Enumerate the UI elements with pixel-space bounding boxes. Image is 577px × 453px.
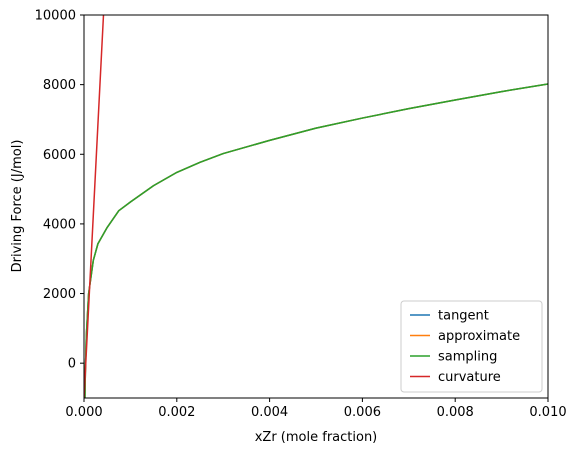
legend-label-approximate: approximate (438, 329, 520, 344)
y-tick-label: 4000 (43, 217, 76, 232)
y-tick-label: 0 (68, 357, 76, 372)
legend-box (400, 300, 543, 393)
legend-label-tangent: tangent (438, 309, 489, 324)
y-tick-label: 8000 (43, 78, 76, 93)
y-tick-label: 10000 (35, 9, 76, 24)
x-tick-label: 0.006 (344, 405, 381, 420)
y-tick-label: 6000 (43, 148, 76, 163)
y-tick-label: 2000 (43, 287, 76, 302)
x-axis-label: xZr (mole fraction) (255, 430, 378, 445)
series-layer (84, 15, 548, 398)
x-axis-ticks: 0.000 0.002 0.004 0.006 0.008 0.010 (65, 398, 567, 420)
legend-label-sampling: sampling (438, 350, 497, 365)
series-line-curvature (84, 15, 105, 398)
x-tick-label: 0.002 (158, 405, 195, 420)
y-axis-ticks: 0 2000 4000 6000 8000 10000 (35, 9, 84, 372)
y-axis-label: Driving Force (J/mol) (10, 140, 25, 273)
x-tick-label: 0.000 (65, 405, 102, 420)
x-tick-label: 0.010 (529, 405, 566, 420)
legend: tangent approximate sampling curvature (400, 300, 543, 393)
x-tick-label: 0.004 (251, 405, 288, 420)
legend-label-curvature: curvature (438, 370, 501, 385)
x-tick-label: 0.008 (437, 405, 474, 420)
plot-frame (83, 14, 549, 399)
